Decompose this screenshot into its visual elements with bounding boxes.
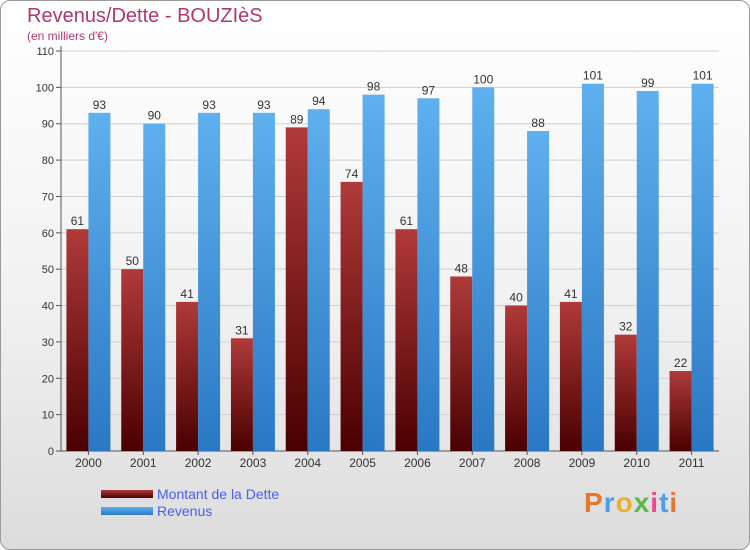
y-tick-label: 0 <box>48 446 54 458</box>
y-tick-label: 110 <box>36 46 54 58</box>
bar-dette <box>505 305 528 451</box>
chart-subtitle: (en milliers d'€) <box>27 29 108 43</box>
bar-dette <box>450 276 473 451</box>
data-label-revenus: 93 <box>257 98 271 112</box>
x-tick-label: 2010 <box>623 456 650 470</box>
x-tick-label: 2000 <box>75 456 102 470</box>
y-tick-label: 50 <box>42 264 54 276</box>
logo-letter: o <box>615 487 634 518</box>
bar-revenus <box>636 91 659 451</box>
data-label-dette: 48 <box>455 261 469 275</box>
bar-dette <box>121 269 144 451</box>
bar-revenus <box>88 112 111 452</box>
chart-title: Revenus/Dette - BOUZIèS <box>27 5 263 27</box>
x-tick-label: 2005 <box>349 456 376 470</box>
y-tick-label: 80 <box>42 155 54 167</box>
x-tick-label: 2011 <box>679 456 705 470</box>
bar-revenus <box>472 87 495 451</box>
data-label-dette: 41 <box>180 287 194 301</box>
logo-letter: P <box>584 487 604 518</box>
x-tick-label: 2001 <box>130 456 157 470</box>
bar-dette <box>614 334 637 451</box>
bar-dette <box>669 371 692 451</box>
logo-letter: t <box>659 487 670 518</box>
data-label-revenus: 101 <box>693 69 713 83</box>
x-tick-label: 2008 <box>514 456 541 470</box>
bar-revenus <box>417 98 440 451</box>
data-label-dette: 22 <box>674 356 688 370</box>
logo-letter: x <box>633 487 651 518</box>
bar-revenus <box>143 123 166 452</box>
data-label-revenus: 93 <box>93 98 107 112</box>
bar-dette <box>66 229 89 451</box>
bar-revenus <box>252 112 275 452</box>
data-label-dette: 61 <box>400 214 414 228</box>
logo-letter: i <box>650 487 660 518</box>
bar-revenus <box>362 94 385 452</box>
y-tick-label: 10 <box>42 410 54 422</box>
legend-swatch-dette <box>101 490 153 498</box>
logo-letter: i <box>669 487 679 518</box>
data-label-revenus: 99 <box>641 76 655 90</box>
legend-label-dette: Montant de la Dette <box>157 486 280 502</box>
data-label-dette: 31 <box>235 323 249 337</box>
data-label-revenus: 100 <box>473 72 493 86</box>
data-label-dette: 41 <box>564 287 578 301</box>
bar-revenus <box>198 112 221 452</box>
data-label-revenus: 101 <box>583 69 603 83</box>
bar-dette <box>230 338 253 451</box>
data-label-revenus: 94 <box>312 94 326 108</box>
x-tick-label: 2006 <box>404 456 431 470</box>
y-tick-label: 60 <box>42 228 54 240</box>
bar-dette <box>395 229 418 451</box>
bar-dette <box>340 181 363 451</box>
bar-dette <box>176 301 199 451</box>
data-label-dette: 32 <box>619 320 633 334</box>
y-tick-label: 40 <box>42 301 54 313</box>
bar-revenus <box>527 131 550 451</box>
y-tick-label: 20 <box>42 373 54 385</box>
data-label-revenus: 90 <box>148 109 162 123</box>
data-label-dette: 50 <box>126 254 140 268</box>
x-tick-label: 2009 <box>569 456 596 470</box>
y-tick-label: 70 <box>42 191 54 203</box>
data-label-dette: 40 <box>509 291 523 305</box>
bar-revenus <box>691 83 714 452</box>
data-label-revenus: 98 <box>367 80 381 94</box>
data-label-revenus: 97 <box>422 83 436 97</box>
logo-letter: r <box>603 487 616 518</box>
x-tick-label: 2002 <box>185 456 212 470</box>
data-label-dette: 89 <box>290 112 304 126</box>
bar-dette <box>559 301 582 451</box>
data-label-dette: 74 <box>345 167 359 181</box>
y-tick-label: 100 <box>36 82 54 94</box>
legend-label-revenus: Revenus <box>157 503 213 519</box>
bar-revenus <box>581 83 604 452</box>
proxiti-logo: Proxiti <box>584 487 678 519</box>
y-tick-label: 30 <box>42 337 54 349</box>
bar-revenus <box>307 109 330 451</box>
data-label-revenus: 93 <box>202 98 216 112</box>
data-label-revenus: 88 <box>531 116 545 130</box>
y-tick-label: 90 <box>42 119 54 131</box>
x-tick-label: 2007 <box>459 456 486 470</box>
data-label-dette: 61 <box>71 214 85 228</box>
x-tick-label: 2004 <box>294 456 321 470</box>
legend-swatch-revenus <box>101 507 153 515</box>
bar-dette <box>285 127 308 451</box>
x-tick-label: 2003 <box>240 456 267 470</box>
